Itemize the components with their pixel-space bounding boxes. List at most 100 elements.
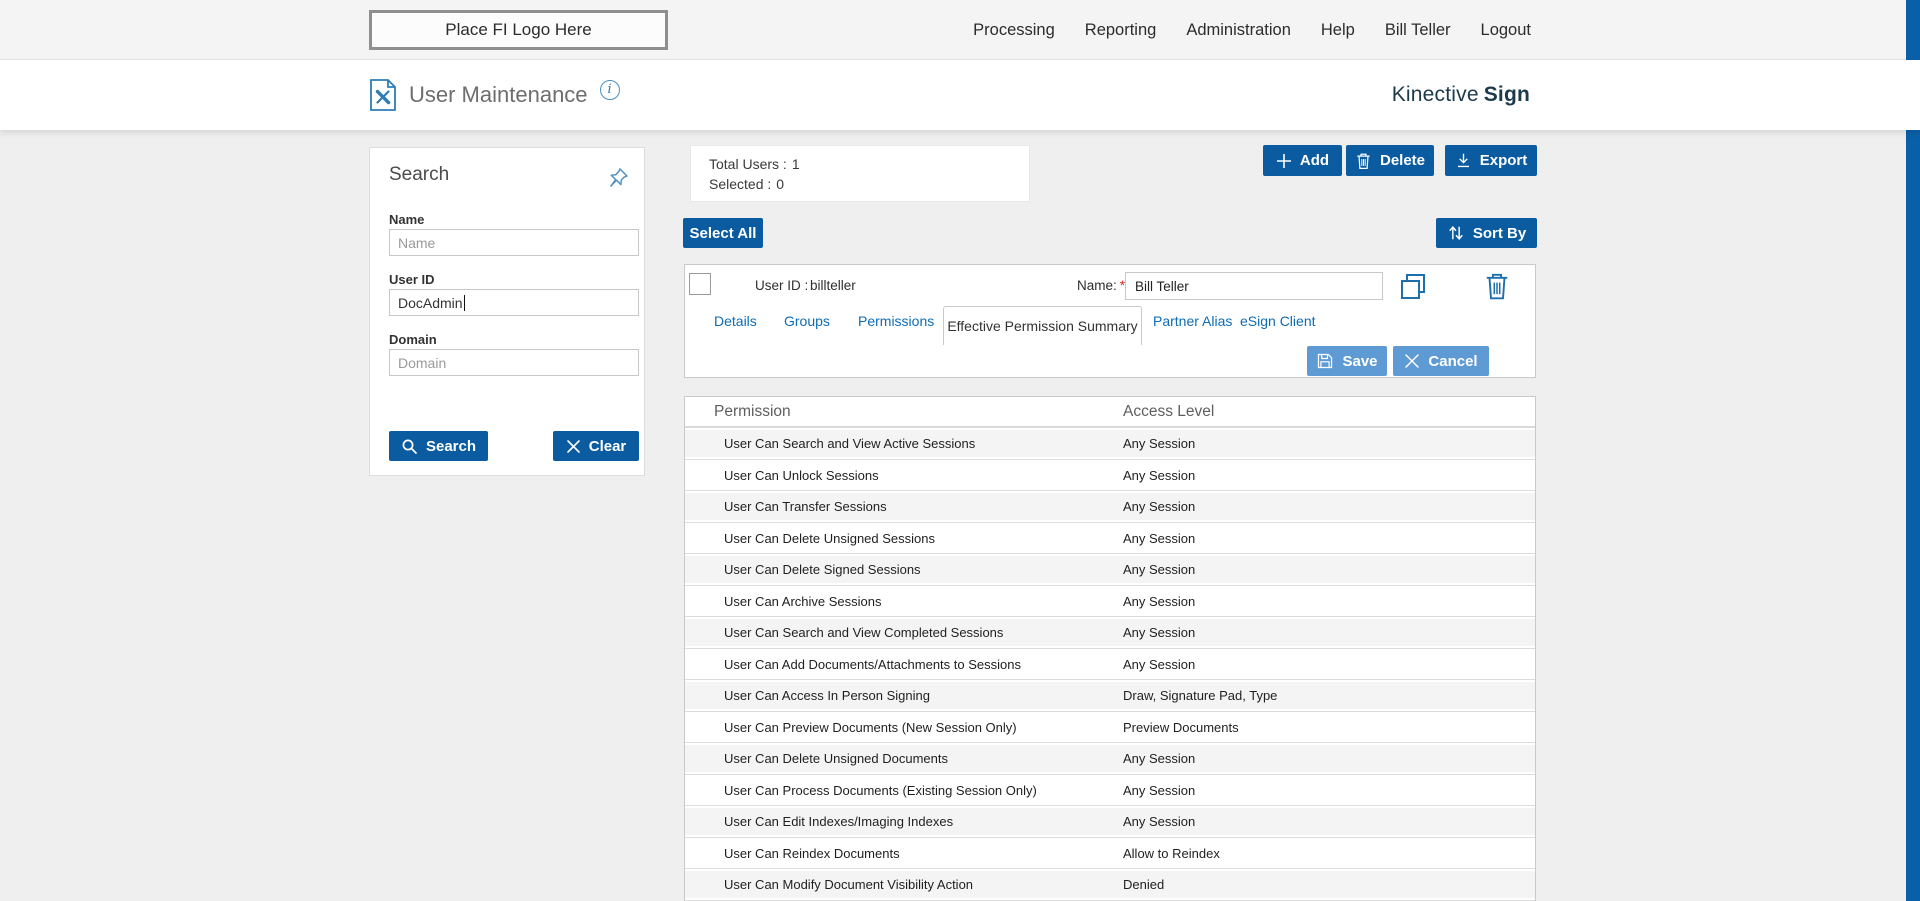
table-row[interactable]: User Can Delete Signed Sessions Any Sess…	[685, 553, 1535, 585]
access-level-cell: Any Session	[1123, 562, 1196, 577]
save-button-label: Save	[1342, 352, 1378, 370]
top-navigation: Processing Reporting Administration Help…	[973, 0, 1531, 60]
page-header: User Maintenance i Kinective Sign	[0, 60, 1920, 130]
nav-link[interactable]: Processing	[973, 20, 1055, 39]
access-level-cell: Any Session	[1123, 530, 1196, 546]
permission-cell: User Can Archive Sessions	[724, 593, 882, 609]
permission-cell: User Can Reindex Documents	[724, 845, 900, 861]
table-row[interactable]: User Can Access In Person Signing Draw, …	[685, 679, 1535, 711]
access-level-cell: Any Session	[1123, 499, 1196, 514]
delete-user-button[interactable]: Delete	[1346, 145, 1434, 176]
permission-cell: User Can Search and View Active Sessions	[724, 436, 976, 451]
user-row-checkbox[interactable]	[689, 273, 711, 295]
table-row-partial	[685, 899, 1535, 901]
table-row[interactable]: User Can Reindex Documents Allow to Rein…	[685, 836, 1535, 869]
search-button[interactable]: Search	[389, 431, 488, 461]
export-button[interactable]: Export	[1445, 145, 1537, 176]
text-caret	[463, 294, 466, 311]
user-record-panel: User ID : billteller Name:* Details Grou…	[684, 264, 1536, 378]
table-row[interactable]: User Can Delete Unsigned Documents Any S…	[685, 742, 1535, 774]
table-row[interactable]: User Can Transfer Sessions Any Session	[685, 490, 1535, 522]
user-name-input[interactable]	[1125, 272, 1383, 300]
pin-icon[interactable]	[606, 166, 630, 190]
kinective-sign-logo: Kinective Sign	[1392, 60, 1530, 130]
trash-icon[interactable]	[1483, 271, 1511, 301]
permission-cell: User Can Modify Document Visibility Acti…	[724, 877, 974, 892]
copy-icon[interactable]	[1397, 271, 1429, 303]
required-mark: *	[1119, 278, 1126, 293]
brand-regular: Kinective	[1391, 83, 1479, 106]
clear-button[interactable]: Clear	[553, 431, 639, 461]
tab-groups[interactable]: Groups	[784, 313, 830, 329]
export-button-label: Export	[1479, 152, 1528, 169]
permission-cell: User Can Unlock Sessions	[724, 467, 879, 483]
cancel-icon	[1404, 353, 1420, 369]
page-title-group: User Maintenance i	[369, 60, 620, 130]
cancel-button-label: Cancel	[1428, 352, 1478, 370]
table-row[interactable]: User Can Modify Document Visibility Acti…	[685, 868, 1535, 900]
access-level-cell: Any Session	[1123, 782, 1196, 798]
selected-label: Selected :	[709, 176, 772, 192]
nav-link[interactable]: Administration	[1186, 20, 1291, 39]
fi-logo-placeholder[interactable]: Place FI Logo Here	[369, 10, 668, 50]
table-row[interactable]: User Can Delete Unsigned Sessions Any Se…	[685, 521, 1535, 554]
sort-by-button[interactable]: Sort By	[1436, 218, 1537, 248]
access-level-cell: Any Session	[1123, 751, 1196, 766]
permission-cell: User Can Delete Unsigned Documents	[724, 751, 948, 766]
permission-cell: User Can Preview Documents (New Session …	[724, 719, 1017, 735]
nav-link[interactable]: Bill Teller	[1384, 20, 1451, 39]
user-stats-box: Total Users :1 Selected :0	[690, 145, 1030, 202]
access-level-cell: Any Session	[1123, 593, 1196, 609]
userid-search-value: DocAdmin	[398, 294, 463, 311]
total-users-label: Total Users :	[709, 156, 787, 172]
userid-search-input[interactable]: DocAdmin	[389, 289, 639, 316]
nav-link[interactable]: Logout	[1480, 20, 1531, 39]
nav-link[interactable]: Reporting	[1084, 20, 1157, 39]
sort-icon	[1447, 224, 1465, 242]
permissions-table-body: User Can Search and View Active Sessions…	[685, 427, 1535, 900]
permission-cell: User Can Delete Signed Sessions	[724, 562, 921, 577]
permission-cell: User Can Process Documents (Existing Ses…	[724, 782, 1037, 798]
search-panel: Search Name User ID DocAdmin Domain	[369, 147, 645, 476]
userid-field-label: User ID	[389, 272, 435, 287]
tab-effective-permission-summary[interactable]: Effective Permission Summary	[943, 306, 1142, 345]
select-all-button[interactable]: Select All	[683, 218, 763, 248]
tab-partner-alias[interactable]: Partner Alias	[1153, 313, 1233, 329]
sort-by-button-label: Sort By	[1472, 224, 1527, 242]
fi-logo-text: Place FI Logo Here	[445, 20, 592, 39]
column-header-access-level: Access Level	[1123, 403, 1215, 420]
table-row[interactable]: User Can Archive Sessions Any Session	[685, 584, 1535, 617]
access-level-cell: Any Session	[1123, 436, 1196, 451]
column-header-permission: Permission	[714, 403, 791, 420]
table-row[interactable]: User Can Process Documents (Existing Ses…	[685, 773, 1535, 806]
table-row[interactable]: User Can Search and View Completed Sessi…	[685, 616, 1535, 648]
add-button-label: Add	[1299, 152, 1330, 169]
domain-search-input[interactable]	[389, 349, 639, 376]
delete-icon	[1355, 152, 1372, 170]
add-user-button[interactable]: Add	[1263, 145, 1342, 176]
permission-cell: User Can Edit Indexes/Imaging Indexes	[724, 814, 954, 829]
export-icon	[1455, 152, 1472, 169]
tab-esign-client[interactable]: eSign Client	[1240, 313, 1316, 329]
name-search-input[interactable]	[389, 229, 639, 256]
select-all-button-label: Select All	[689, 224, 757, 242]
tab-details[interactable]: Details	[714, 313, 757, 329]
cancel-button[interactable]: Cancel	[1393, 346, 1489, 376]
table-row[interactable]: User Can Search and View Active Sessions…	[685, 427, 1535, 459]
search-panel-title: Search	[389, 164, 450, 185]
access-level-cell: Denied	[1123, 877, 1165, 892]
table-row[interactable]: User Can Unlock Sessions Any Session	[685, 458, 1535, 491]
table-row[interactable]: User Can Add Documents/Attachments to Se…	[685, 647, 1535, 680]
total-users-value: 1	[791, 156, 800, 172]
table-row[interactable]: User Can Edit Indexes/Imaging Indexes An…	[685, 805, 1535, 837]
table-row[interactable]: User Can Preview Documents (New Session …	[685, 710, 1535, 743]
nav-link[interactable]: Help	[1320, 20, 1355, 39]
save-button[interactable]: Save	[1307, 346, 1387, 376]
access-level-cell: Any Session	[1123, 625, 1196, 640]
info-icon[interactable]: i	[599, 80, 620, 100]
page-scrollbar[interactable]	[1906, 0, 1920, 901]
access-level-cell: Preview Documents	[1123, 719, 1239, 735]
total-users-line: Total Users :1	[709, 154, 1029, 174]
delete-button-label: Delete	[1379, 152, 1426, 169]
tab-permissions[interactable]: Permissions	[858, 313, 935, 329]
